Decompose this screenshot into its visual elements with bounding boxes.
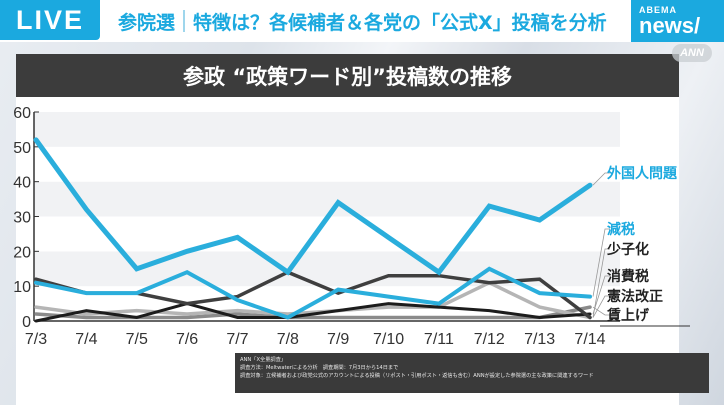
x-tick-label: 7/3 [25, 331, 47, 348]
series-label: 外国人問題 [607, 165, 678, 182]
series-label: 賃上げ [606, 307, 650, 324]
series-label: 憲法改正 [606, 288, 663, 305]
y-tick-label: 0 [22, 314, 31, 331]
series-label: 消費税 [607, 268, 649, 285]
footnote-line-3: 調査対象：立候補者および政党公式のアカウントによる投稿（リポスト・引用ポスト・返… [240, 373, 594, 379]
logo-bottom: news/ [639, 13, 701, 38]
abema-news-logo: ABEMA news/ [631, 0, 724, 42]
y-tick-label: 10 [13, 279, 31, 296]
x-tick-label: 7/9 [327, 331, 349, 348]
x-tick-label: 7/8 [277, 331, 299, 348]
series-line [34, 302, 592, 323]
ann-watermark: ANN [672, 44, 712, 62]
headline: 参院選 特徴は？各候補者＆各党の「公式X」投稿を分析 [118, 6, 607, 36]
headline-text: 特徴は？各候補者＆各党の「公式X」投稿を分析 [193, 11, 607, 34]
x-tick-label: 7/4 [75, 331, 97, 348]
y-tick-label: 50 [13, 140, 31, 157]
top-bar [0, 0, 724, 42]
x-tick-label: 7/5 [126, 331, 148, 348]
live-badge: LIVE [0, 0, 100, 40]
footnote-line-2: 調査方法：Meltwaterによる分析 調査期間：7月3日から14日まで [240, 365, 399, 371]
series-label: 少子化 [606, 241, 649, 258]
x-tick-label: 7/14 [574, 331, 605, 348]
y-tick-label: 30 [13, 210, 31, 227]
x-tick-label: 7/12 [474, 331, 505, 348]
x-tick-label: 7/10 [373, 331, 404, 348]
headline-topic: 参院選 [118, 11, 176, 34]
source-footnote: ANN「X全量調査」 調査方法：Meltwaterによる分析 調査期間：7月3日… [235, 353, 709, 393]
series-line [34, 266, 592, 320]
y-tick-label: 60 [13, 105, 31, 122]
y-tick-label: 40 [13, 175, 31, 192]
x-tick-label: 7/11 [424, 331, 454, 348]
x-axis: 7/3 7/4 7/5 7/6 7/7 7/8 7/9 7/10 7/11 7/12 7/13 7/1… [25, 320, 620, 348]
headline-divider [183, 10, 186, 32]
x-tick-label: 7/13 [524, 331, 555, 348]
y-tick-label: 20 [13, 244, 31, 261]
footnote-line-1: ANN「X全量調査」 [240, 357, 286, 363]
series-lines [33, 137, 593, 323]
logo-top: ABEMA [639, 5, 677, 15]
x-tick-label: 7/7 [226, 331, 248, 348]
y-axis: 0 10 20 30 40 50 60 [13, 105, 39, 331]
chart-title: 参政 “政策ワード別”投稿数の推移 [16, 54, 679, 97]
series-line [33, 137, 593, 276]
series-line [34, 280, 592, 320]
x-tick-label: 7/6 [176, 331, 198, 348]
series-label: 減税 [607, 221, 635, 238]
